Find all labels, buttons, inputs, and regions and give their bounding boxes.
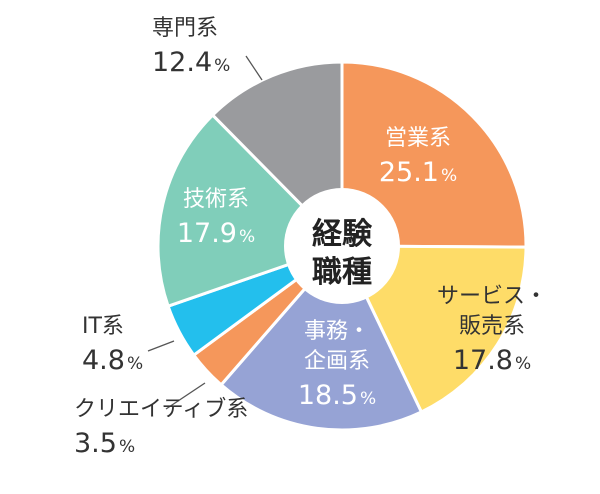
slice-label-3-line-0: クリエイティブ系 — [74, 397, 248, 422]
slice-label-1-line-0: サービス・ — [437, 284, 547, 309]
slice-label-2-line-1: 企画系 — [304, 349, 370, 374]
leader-lines — [147, 55, 263, 410]
slice-value-0: 25.1% — [379, 157, 457, 188]
leader-line-6 — [245, 55, 263, 81]
center-group: 経験 職種 — [284, 188, 400, 304]
slice-label-6-line-0: 専門系 — [152, 16, 218, 41]
slice-value-3: 3.5% — [74, 428, 135, 459]
slice-label-1-line-1: 販売系 — [459, 314, 525, 339]
center-label-line-2: 職種 — [312, 255, 372, 290]
center-circle — [284, 188, 400, 304]
slice-2 — [219, 244, 423, 432]
slice-value-5: 17.9% — [177, 218, 255, 249]
slice-1 — [340, 244, 528, 414]
slice-value-1: 17.8% — [453, 345, 531, 376]
slice-label-5-line-0: 技術系 — [183, 187, 249, 212]
slice-label-4-line-0: IT系 — [82, 314, 124, 339]
leader-line-3 — [165, 382, 206, 410]
leader-line-4 — [147, 340, 175, 352]
center-label-line-1: 経験 — [312, 217, 373, 252]
slice-label-0-line-0: 営業系 — [385, 126, 451, 151]
slice-value-2: 18.5% — [298, 380, 376, 411]
slice-labels: 営業系 25.1 % サービス・販売系 17.8 % 事務・企画系 18.5 % クリエイティブ系… — [74, 16, 547, 459]
slice-label-2-line-0: 事務・ — [304, 319, 370, 344]
slice-0 — [340, 60, 528, 249]
slice-value-4: 4.8% — [82, 345, 143, 376]
slice-value-6: 12.4% — [152, 47, 230, 78]
